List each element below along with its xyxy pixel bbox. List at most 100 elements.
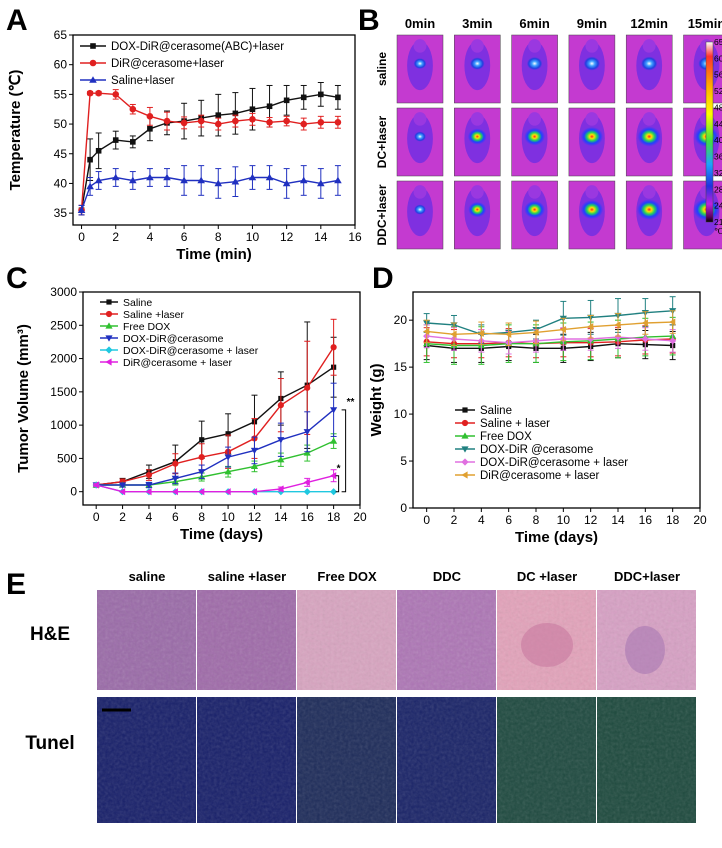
mouse-head: [470, 185, 484, 199]
legend-label: DOX-DiR@cerasome + laser: [123, 345, 259, 357]
data-point: [250, 488, 258, 496]
panel-label-e: E: [6, 568, 26, 601]
thermal-frame: [568, 34, 616, 104]
data-point: [146, 173, 154, 181]
data-point: [614, 321, 621, 329]
thermal-frame: [454, 34, 501, 104]
thermal-image: [511, 34, 558, 104]
data-point: [86, 89, 94, 97]
tunel-texture: [397, 697, 496, 823]
data-point: [145, 488, 152, 496]
colorbar-tick: 60: [714, 53, 722, 63]
x-tick-label: 18: [327, 510, 341, 524]
he-texture: [297, 590, 396, 690]
series-line: [96, 346, 335, 486]
time-column-label: 6min: [519, 16, 549, 31]
y-tick-label: 20: [394, 313, 408, 327]
y-tick-label: 10: [394, 407, 408, 421]
time-column-label: 15min: [688, 16, 722, 31]
data-point: [330, 472, 337, 480]
x-axis-label: Time (min): [176, 246, 252, 263]
series-saline-laser: [77, 165, 342, 216]
x-tick-label: 12: [584, 513, 598, 527]
data-point: [300, 94, 307, 101]
chart-c-tumor-volume: 0 2 4 6 8 10 12 14 16 18 20 0 500 1000 1500 2000 2500 300…: [15, 285, 367, 543]
tumor-hotspot: [468, 201, 487, 218]
plot-frame: [82, 291, 361, 506]
colorbar-tick: 21.7: [714, 217, 722, 227]
y-tick-label: 2000: [50, 352, 77, 366]
data-point: [266, 103, 273, 110]
data-point: [214, 120, 222, 128]
colorbar-tick: 36: [714, 152, 722, 162]
data-point: [250, 447, 259, 455]
data-point: [669, 318, 676, 326]
tumor-hotspot: [580, 199, 604, 220]
histology-row-label: Tunel: [25, 733, 74, 754]
y-tick-label: 50: [54, 117, 68, 131]
data-point: [277, 437, 285, 444]
legend: DOX-DiR@cerasome(ABC)+laser DiR@cerasome+…: [80, 41, 284, 87]
mouse-head: [642, 39, 656, 53]
colorbar-tick: 52: [714, 86, 722, 96]
tumor-hotspot: [641, 56, 658, 71]
series-line: [426, 321, 673, 336]
data-point: [248, 173, 257, 181]
legend-label: Free DOX: [123, 321, 170, 333]
data-point: [232, 117, 239, 125]
legend-label: Saline+laser: [111, 75, 175, 87]
data-point: [330, 344, 337, 351]
colorbar-tick: 40: [714, 135, 722, 145]
x-axis-label: Time (days): [515, 529, 598, 546]
mouse-head: [528, 112, 542, 126]
mouse-head: [585, 112, 599, 126]
x-tick-label: 14: [611, 513, 625, 527]
legend-marker: [90, 43, 96, 49]
data-point: [198, 488, 205, 496]
x-tick-label: 2: [451, 513, 458, 527]
data-point: [225, 431, 231, 437]
y-tick-label: 2500: [50, 318, 77, 332]
thermal-frame: [511, 180, 558, 250]
thermal-frame: [625, 34, 673, 104]
series-line: [426, 335, 673, 344]
data-point: [224, 468, 232, 475]
x-tick-label: 2: [112, 230, 119, 244]
data-point: [231, 177, 240, 185]
tunel-texture: [197, 697, 296, 823]
histology-column-label: DC +laser: [517, 569, 577, 584]
data-point: [224, 454, 232, 461]
data-point: [199, 437, 205, 443]
series-dir-cerasome-laser: [92, 469, 337, 496]
data-point: [330, 437, 338, 444]
data-point: [614, 333, 622, 341]
panel-label-a: A: [6, 4, 28, 37]
mouse-head: [528, 39, 542, 53]
data-point: [77, 206, 86, 213]
y-tick-label: 1500: [50, 385, 77, 399]
y-tick-label: 0: [400, 501, 407, 515]
data-point: [146, 113, 154, 120]
data-point: [587, 335, 595, 343]
colorbar-tick: 24: [714, 201, 722, 211]
tumor-hotspot: [413, 58, 427, 69]
data-point: [147, 126, 153, 132]
legend-label: Saline + laser: [480, 418, 550, 430]
y-tick-label: 15: [394, 360, 408, 374]
data-point: [94, 176, 103, 184]
data-point: [303, 478, 310, 486]
data-point: [304, 384, 311, 391]
data-point: [277, 485, 284, 493]
x-tick-label: 8: [533, 513, 540, 527]
colorbar-tick: 28: [714, 184, 722, 194]
colorbar-tick: 65.0: [714, 37, 722, 47]
data-point: [232, 110, 239, 117]
data-point: [249, 116, 256, 123]
mouse-head: [470, 112, 484, 126]
y-tick-label: 3000: [50, 285, 77, 299]
chart-d-weight: 0 2 4 6 8 10 12 14 16 18 20 0 5 10 15 20 Time (days) Weig…: [368, 291, 707, 546]
treatment-row-label: saline: [375, 52, 389, 86]
data-point: [180, 176, 188, 184]
x-tick-label: 8: [215, 230, 222, 244]
